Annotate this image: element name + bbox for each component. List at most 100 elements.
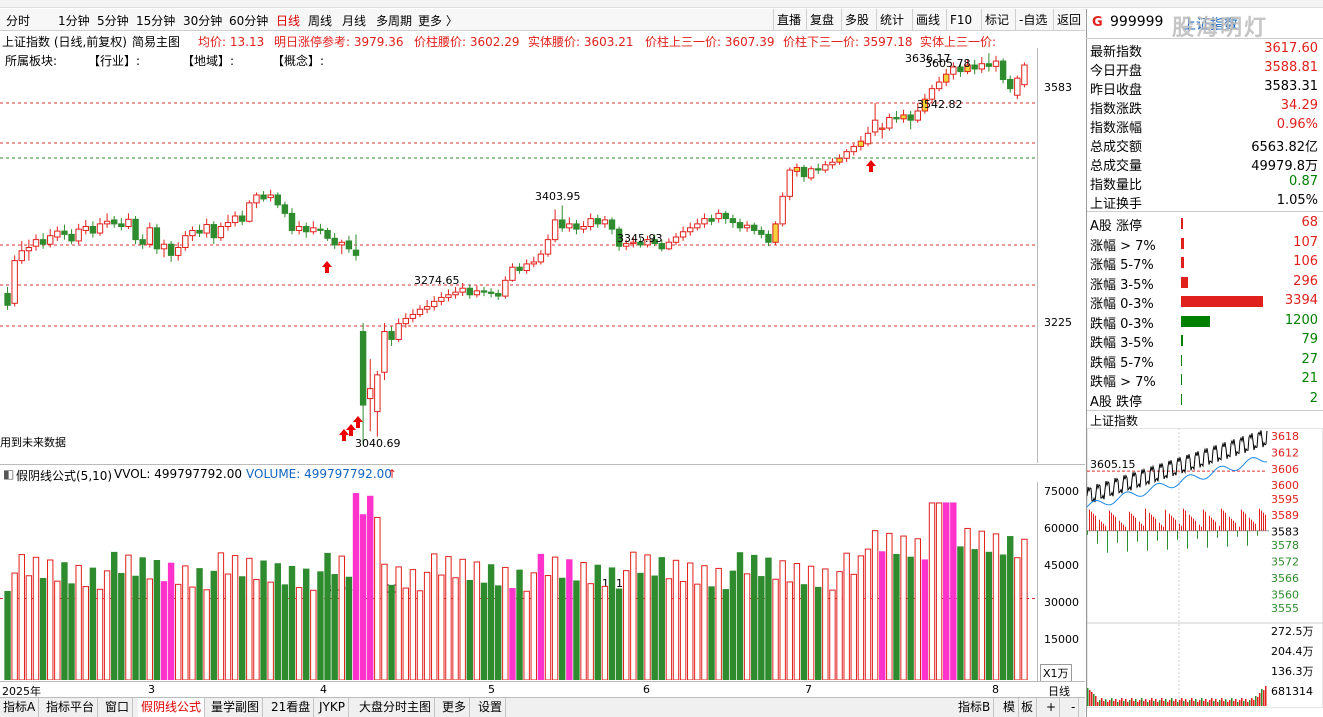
indicator-info-line: 上证指数 (日线,前复权) 简易主图 均价: 13.13 明日涨停参考: 397… — [0, 31, 1085, 49]
mini-axis-label-9: 3566 — [1271, 572, 1299, 585]
sector-region[interactable]: 【地域】: — [182, 54, 235, 68]
mini-axis-label-1: 3612 — [1271, 446, 1299, 459]
bottom-tab-6[interactable]: JYKP — [316, 698, 349, 717]
mini-vol-bar-68 — [1155, 699, 1157, 706]
stat-row-1: 今日开盘 3588.81 — [1090, 59, 1318, 79]
toolbar-button-0[interactable]: 直播 — [773, 9, 804, 31]
volume-bar-71 — [509, 588, 516, 680]
candle-body-59 — [423, 306, 431, 310]
mini-bidask-bar-120 — [1207, 530, 1208, 548]
candle-body-40 — [288, 212, 296, 231]
bottom-right-button-2[interactable]: 板 — [1018, 698, 1038, 717]
volume-bar-136 — [971, 549, 978, 680]
indicator-expand-icon[interactable]: ◧ — [3, 467, 15, 481]
candle-body-102 — [729, 218, 737, 224]
candle-body-127 — [907, 114, 914, 121]
candle-body-49 — [352, 249, 360, 256]
bottom-right-button-3[interactable]: + — [1043, 698, 1061, 717]
volume-bar-122 — [871, 530, 879, 680]
volume-chart[interactable]: 34983568.00111 — [0, 482, 1037, 680]
dist-bar-3 — [1181, 276, 1189, 288]
toolbar-button-7[interactable]: -自选 — [1015, 9, 1050, 31]
volume-bar-0 — [4, 590, 11, 680]
volume-bar-11 — [82, 586, 89, 680]
bottom-tab-4[interactable]: 量学副图 — [208, 698, 264, 717]
volume-bar-101 — [722, 589, 729, 680]
bottom-right-button-4[interactable]: - — [1068, 698, 1080, 717]
toolbar-button-4[interactable]: 画线 — [912, 9, 943, 31]
mini-vol-bar-12 — [1099, 700, 1101, 706]
toolbar-button-1[interactable]: 复盘 — [806, 9, 837, 31]
sector-industry[interactable]: 【行业】: — [88, 54, 141, 68]
bottom-right-button-0[interactable]: 指标B — [955, 698, 995, 717]
period-tab-6[interactable]: 日线 — [276, 14, 301, 28]
period-tab-0[interactable]: 分时 — [6, 14, 31, 28]
mini-vol-bar-100 — [1187, 702, 1189, 706]
candle-body-14 — [103, 220, 111, 225]
stat-value-8: 1.05% — [1276, 193, 1318, 208]
mini-vol-bar-70 — [1157, 702, 1159, 706]
volume-bar-93 — [665, 578, 673, 680]
period-tab-2[interactable]: 5分钟 — [97, 14, 129, 28]
candle-body-136 — [971, 64, 978, 70]
candle-body-118 — [843, 151, 850, 159]
period-tab-3[interactable]: 15分钟 — [136, 14, 176, 28]
vol-formula-name[interactable]: 假阴线公式(5,10) — [16, 469, 113, 483]
bottom-tab-0[interactable]: 指标A — [0, 698, 40, 717]
bottom-tab-1[interactable]: 指标平台 — [43, 698, 99, 717]
bottom-tab-7[interactable]: 大盘分时主图 — [356, 698, 436, 717]
candle-body-32 — [231, 215, 239, 224]
bottom-tab-8[interactable]: 更多 — [439, 698, 471, 717]
mini-bidask-bar-68 — [1155, 518, 1156, 531]
bottom-tab-3[interactable]: 假阴线公式 — [138, 698, 206, 717]
mini-vol-bar-130 — [1217, 702, 1219, 706]
chart-mode-toggle[interactable]: 简易主图 — [132, 35, 181, 49]
period-tab-10[interactable]: 更多 〉 — [418, 14, 458, 28]
volume-bar-63 — [452, 577, 459, 680]
sector-concept[interactable]: 【概念】: — [272, 54, 325, 68]
dist-bar-9 — [1181, 393, 1182, 405]
bottom-tab-9[interactable]: 设置 — [475, 698, 507, 717]
candle-body-94 — [672, 236, 680, 243]
mini-bidask-bar-28 — [1115, 516, 1116, 531]
candle-body-8 — [61, 230, 68, 235]
bottom-tab-5[interactable]: 21看盘 — [268, 698, 315, 717]
volume-bar-90 — [644, 554, 651, 680]
upper-third-price: 价柱上三一价: 3607.39 — [645, 35, 775, 49]
volume-bar-82 — [587, 583, 594, 680]
volume-bar-1 — [11, 572, 18, 680]
vol-axis-45000: 45000 — [1044, 559, 1079, 572]
dist-row-0: A股 涨停 68 — [1090, 214, 1318, 234]
stat-row-4: 指数涨幅 0.96% — [1090, 116, 1318, 136]
vol-axis-60000: 60000 — [1044, 522, 1079, 535]
bottom-tab-2[interactable]: 窗口 — [102, 698, 134, 717]
period-tab-9[interactable]: 多周期 — [376, 14, 413, 28]
mini-bidask-bar-174 — [1261, 510, 1262, 531]
volume-bar-91 — [651, 575, 658, 680]
volume-bar-117 — [836, 571, 843, 680]
period-tab-7[interactable]: 周线 — [308, 14, 333, 28]
bottom-right-button-1[interactable]: 模 — [1000, 698, 1020, 717]
mini-bidask-bar-52 — [1139, 521, 1140, 531]
period-tab-1[interactable]: 1分钟 — [58, 14, 90, 28]
toolbar-button-3[interactable]: 统计 — [876, 9, 907, 31]
toolbar-button-2[interactable]: 多股 — [841, 9, 872, 31]
volume-bar-76 — [544, 575, 552, 680]
period-tab-8[interactable]: 月线 — [342, 14, 367, 28]
dist-label-9: A股 跌停 — [1090, 394, 1143, 410]
toolbar-button-8[interactable]: 返回 — [1053, 9, 1084, 31]
period-tab-4[interactable]: 30分钟 — [183, 14, 223, 28]
toolbar-button-6[interactable]: 标记 — [981, 9, 1012, 31]
toolbar-button-5[interactable]: F10 — [946, 9, 975, 31]
mini-bidask-bar-176 — [1263, 512, 1264, 531]
period-tab-5[interactable]: 60分钟 — [229, 14, 269, 28]
mini-vol-bar-102 — [1189, 700, 1191, 706]
volume-bar-23 — [167, 562, 175, 680]
mini-axis-label-8: 3572 — [1271, 556, 1299, 569]
volume-value: VOLUME: 499797792.00 — [246, 467, 392, 481]
volume-bar-142 — [1014, 557, 1021, 680]
mini-vol-bar-106 — [1193, 701, 1195, 706]
volume-bar-64 — [459, 558, 466, 680]
